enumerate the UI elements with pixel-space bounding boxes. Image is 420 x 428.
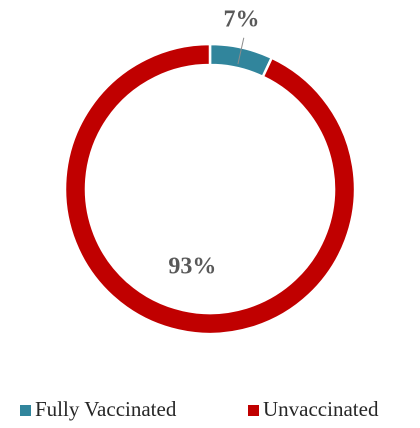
data-label: 93% bbox=[168, 254, 216, 280]
donut-slice bbox=[63, 42, 357, 336]
legend-swatch bbox=[248, 405, 259, 416]
legend-label: Fully Vaccinated bbox=[35, 397, 177, 421]
data-label: 7% bbox=[224, 7, 260, 33]
leader-line bbox=[237, 37, 245, 65]
legend-label: Unvaccinated bbox=[263, 397, 379, 421]
legend-swatch bbox=[20, 405, 31, 416]
